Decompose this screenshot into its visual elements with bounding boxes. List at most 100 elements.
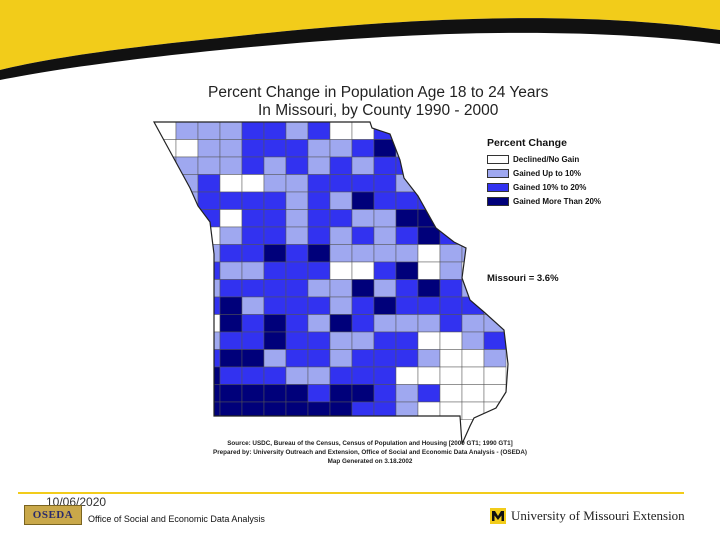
county — [175, 366, 199, 385]
county — [154, 226, 177, 245]
county — [263, 331, 287, 350]
county — [329, 244, 353, 263]
county — [263, 366, 287, 385]
county — [175, 279, 199, 298]
county — [329, 349, 353, 368]
county — [175, 191, 199, 210]
county — [307, 331, 331, 350]
county — [154, 279, 177, 298]
county — [263, 349, 287, 368]
county — [439, 384, 463, 403]
county — [154, 401, 177, 420]
county — [351, 244, 375, 263]
county — [439, 331, 463, 350]
county — [351, 331, 375, 350]
county — [439, 401, 463, 420]
county — [197, 261, 221, 280]
county — [417, 261, 441, 280]
county — [373, 296, 397, 315]
county — [241, 209, 265, 228]
county — [373, 384, 397, 403]
county — [461, 156, 485, 175]
county — [197, 366, 221, 385]
county — [307, 401, 331, 420]
county — [329, 401, 353, 420]
legend-label: Declined/No Gain — [513, 155, 580, 164]
county — [285, 174, 309, 193]
county — [483, 401, 507, 420]
county — [329, 296, 353, 315]
county — [219, 139, 243, 158]
county — [285, 296, 309, 315]
county — [417, 139, 441, 158]
county — [373, 401, 397, 420]
county — [154, 366, 177, 385]
county — [175, 261, 199, 280]
legend-item-declined: Declined/No Gain — [487, 153, 687, 166]
county — [461, 384, 485, 403]
county — [219, 314, 243, 333]
county — [351, 296, 375, 315]
county — [219, 122, 243, 140]
county — [395, 139, 419, 158]
county — [395, 331, 419, 350]
county — [241, 156, 265, 175]
county — [263, 401, 287, 420]
county — [417, 331, 441, 350]
county — [285, 139, 309, 158]
county — [439, 209, 463, 228]
county — [197, 384, 221, 403]
map-title-line2: In Missouri, by County 1990 - 2000 — [258, 102, 499, 119]
county — [439, 191, 463, 210]
county — [219, 261, 243, 280]
county — [351, 401, 375, 420]
county — [329, 314, 353, 333]
county — [395, 174, 419, 193]
county — [329, 384, 353, 403]
county — [175, 384, 199, 403]
mizzou-m-icon — [490, 508, 506, 524]
legend-swatch — [487, 197, 509, 206]
county — [241, 174, 265, 193]
county — [461, 139, 485, 158]
county — [154, 331, 177, 350]
county — [154, 191, 177, 210]
county — [219, 279, 243, 298]
county — [219, 331, 243, 350]
county — [417, 314, 441, 333]
extension-name: University of Missouri Extension — [511, 508, 685, 523]
county — [483, 366, 507, 385]
county — [417, 244, 441, 263]
legend-item-up-to-10: Gained Up to 10% — [487, 167, 687, 180]
county — [351, 139, 375, 158]
county — [285, 331, 309, 350]
county — [263, 191, 287, 210]
county — [175, 244, 199, 263]
county — [483, 226, 507, 245]
county — [154, 156, 177, 175]
county — [307, 244, 331, 263]
county — [373, 261, 397, 280]
county — [329, 209, 353, 228]
county — [461, 191, 485, 210]
county — [285, 279, 309, 298]
county — [197, 156, 221, 175]
county — [197, 122, 221, 140]
county — [395, 296, 419, 315]
county — [285, 314, 309, 333]
county — [329, 366, 353, 385]
county — [351, 209, 375, 228]
county — [197, 139, 221, 158]
county — [395, 191, 419, 210]
county — [307, 226, 331, 245]
county — [461, 209, 485, 228]
county — [197, 401, 221, 420]
county — [307, 366, 331, 385]
county — [417, 296, 441, 315]
county — [263, 209, 287, 228]
county — [285, 401, 309, 420]
legend-label: Gained More Than 20% — [513, 197, 602, 206]
county — [483, 349, 507, 368]
county — [285, 209, 309, 228]
county — [241, 122, 265, 140]
